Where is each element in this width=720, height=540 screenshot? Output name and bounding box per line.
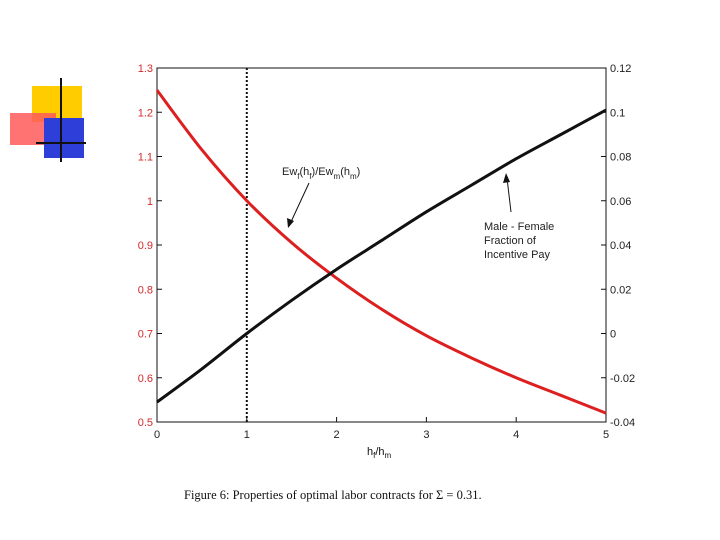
right-tick-label: 0.12	[610, 63, 631, 75]
diff-annotation-arrow	[503, 173, 512, 213]
left-tick-label: 1.3	[138, 63, 153, 75]
x-tick-label: 1	[244, 429, 250, 441]
diff-annotation-line-3: Incentive Pay	[484, 249, 551, 261]
ratio-annotation: Ewf(hf)/Ewm(hm)	[282, 166, 360, 181]
left-tick-label: 0.6	[138, 373, 153, 385]
right-tick-label: -0.02	[610, 373, 635, 385]
series-line-red	[155, 89, 607, 415]
diff-annotation-line-1: Male - Female	[484, 221, 554, 233]
left-tick-label: 0.5	[138, 417, 153, 429]
figure-caption: Figure 6: Properties of optimal labor co…	[184, 488, 482, 502]
series-layer	[155, 68, 607, 422]
left-tick-label: 0.9	[138, 240, 153, 252]
left-tick-label: 1	[147, 196, 153, 208]
chart: 0 1 2 3 4 5 0.5 0.6 0.7 0.8 0.9 1 1.1 1.2 1.3 -0.04 -0.0…	[138, 63, 635, 460]
right-tick-label: -0.04	[610, 417, 635, 429]
series-line-black	[156, 108, 607, 404]
plot-frame	[156, 67, 607, 423]
right-tick-label: 0.04	[610, 240, 631, 252]
x-tick-label: 3	[423, 429, 429, 441]
diff-annotation-line-2: Fraction of	[484, 235, 537, 247]
axis-ticks: 0 1 2 3 4 5 0.5 0.6 0.7 0.8 0.9 1 1.1 1.2 1.3 -0.04 -0.0…	[138, 63, 635, 441]
right-tick-label: 0.06	[610, 196, 631, 208]
x-tick-label: 2	[334, 429, 340, 441]
right-tick-label: 0.02	[610, 284, 631, 296]
right-tick-label: 0	[610, 329, 616, 341]
slide-logo-icon	[10, 78, 86, 162]
x-tick-label: 0	[154, 429, 160, 441]
right-tick-label: 0.1	[610, 107, 625, 119]
x-tick-label: 5	[603, 429, 609, 441]
left-tick-label: 1.1	[138, 152, 153, 164]
left-tick-label: 1.2	[138, 107, 153, 119]
right-tick-label: 0.08	[610, 152, 631, 164]
left-tick-label: 0.8	[138, 284, 153, 296]
x-tick-label: 4	[513, 429, 519, 441]
x-axis-label: hf/hm	[367, 446, 392, 460]
left-tick-label: 0.7	[138, 329, 153, 341]
ratio-annotation-arrow	[287, 182, 310, 228]
